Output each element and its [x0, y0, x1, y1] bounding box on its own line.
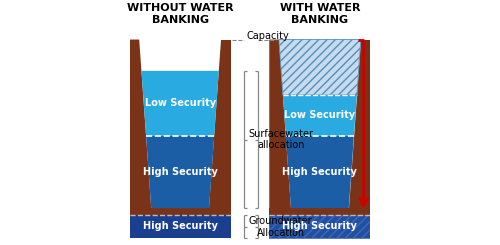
Text: Surfacewater
allocation: Surfacewater allocation [249, 129, 314, 150]
Polygon shape [146, 136, 214, 208]
Polygon shape [283, 95, 357, 136]
Text: WITH WATER
BANKING: WITH WATER BANKING [280, 3, 360, 25]
Polygon shape [130, 39, 151, 208]
Bar [270, 208, 370, 215]
Text: High Security: High Security [282, 167, 358, 177]
Polygon shape [349, 39, 370, 208]
Polygon shape [142, 71, 219, 136]
Text: High Security: High Security [142, 221, 218, 231]
Bar [130, 215, 230, 238]
Polygon shape [270, 39, 291, 208]
Polygon shape [286, 136, 354, 208]
Text: Groundwater
Allocation: Groundwater Allocation [249, 216, 312, 238]
Text: Capacity: Capacity [246, 31, 289, 41]
Text: High Security: High Security [142, 167, 218, 177]
Text: Low Security: Low Security [284, 110, 356, 121]
Bar [270, 215, 370, 238]
Bar [130, 208, 230, 215]
Bar [270, 215, 370, 238]
Polygon shape [209, 39, 231, 208]
Text: Low Security: Low Security [144, 98, 216, 108]
Text: High Security: High Security [282, 221, 358, 231]
Text: WITHOUT WATER
BANKING: WITHOUT WATER BANKING [127, 3, 234, 25]
Polygon shape [279, 39, 361, 95]
